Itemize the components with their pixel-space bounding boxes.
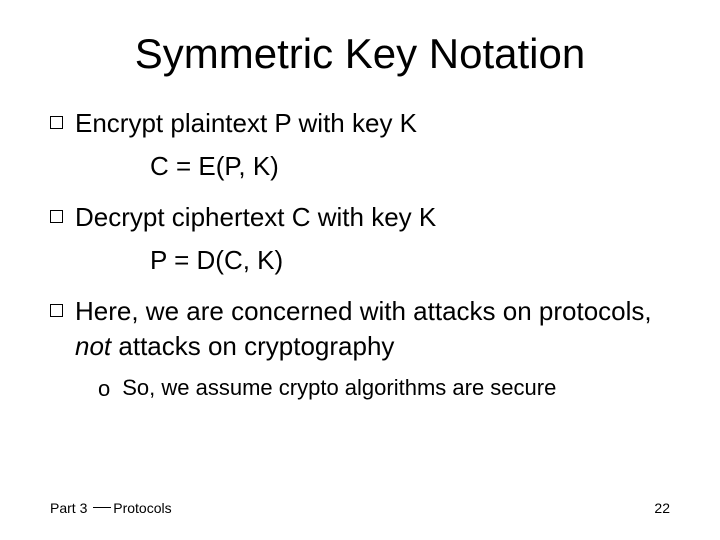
bullet-text-post: attacks on cryptography	[111, 331, 394, 361]
formula-text: P = D(C, K)	[150, 245, 670, 276]
footer-section-label: Protocols	[113, 500, 171, 516]
square-bullet-icon	[50, 304, 63, 317]
bullet-text: Decrypt ciphertext C with key K	[75, 200, 436, 235]
square-bullet-icon	[50, 210, 63, 223]
footer-dash-icon	[93, 507, 111, 508]
bullet-item: Encrypt plaintext P with key K C = E(P, …	[50, 106, 670, 182]
footer: Part 3 Protocols 22	[50, 500, 670, 516]
footer-left: Part 3 Protocols	[50, 500, 172, 516]
sub-bullet-item: o So, we assume crypto algorithms are se…	[98, 374, 670, 403]
page-number: 22	[654, 500, 670, 516]
bullet-text: Here, we are concerned with attacks on p…	[75, 294, 670, 364]
square-bullet-icon	[50, 116, 63, 129]
footer-part-label: Part 3	[50, 500, 91, 516]
formula-text: C = E(P, K)	[150, 151, 670, 182]
sub-bullet-text: So, we assume crypto algorithms are secu…	[122, 374, 556, 403]
bullet-text-em: not	[75, 331, 111, 361]
circle-bullet-icon: o	[98, 378, 110, 400]
bullet-text: Encrypt plaintext P with key K	[75, 106, 417, 141]
bullet-item: Decrypt ciphertext C with key K P = D(C,…	[50, 200, 670, 276]
slide: Symmetric Key Notation Encrypt plaintext…	[0, 0, 720, 540]
bullet-text-pre: Here, we are concerned with attacks on p…	[75, 296, 652, 326]
bullet-list: Encrypt plaintext P with key K C = E(P, …	[50, 106, 670, 403]
bullet-item: Here, we are concerned with attacks on p…	[50, 294, 670, 403]
slide-title: Symmetric Key Notation	[50, 30, 670, 78]
